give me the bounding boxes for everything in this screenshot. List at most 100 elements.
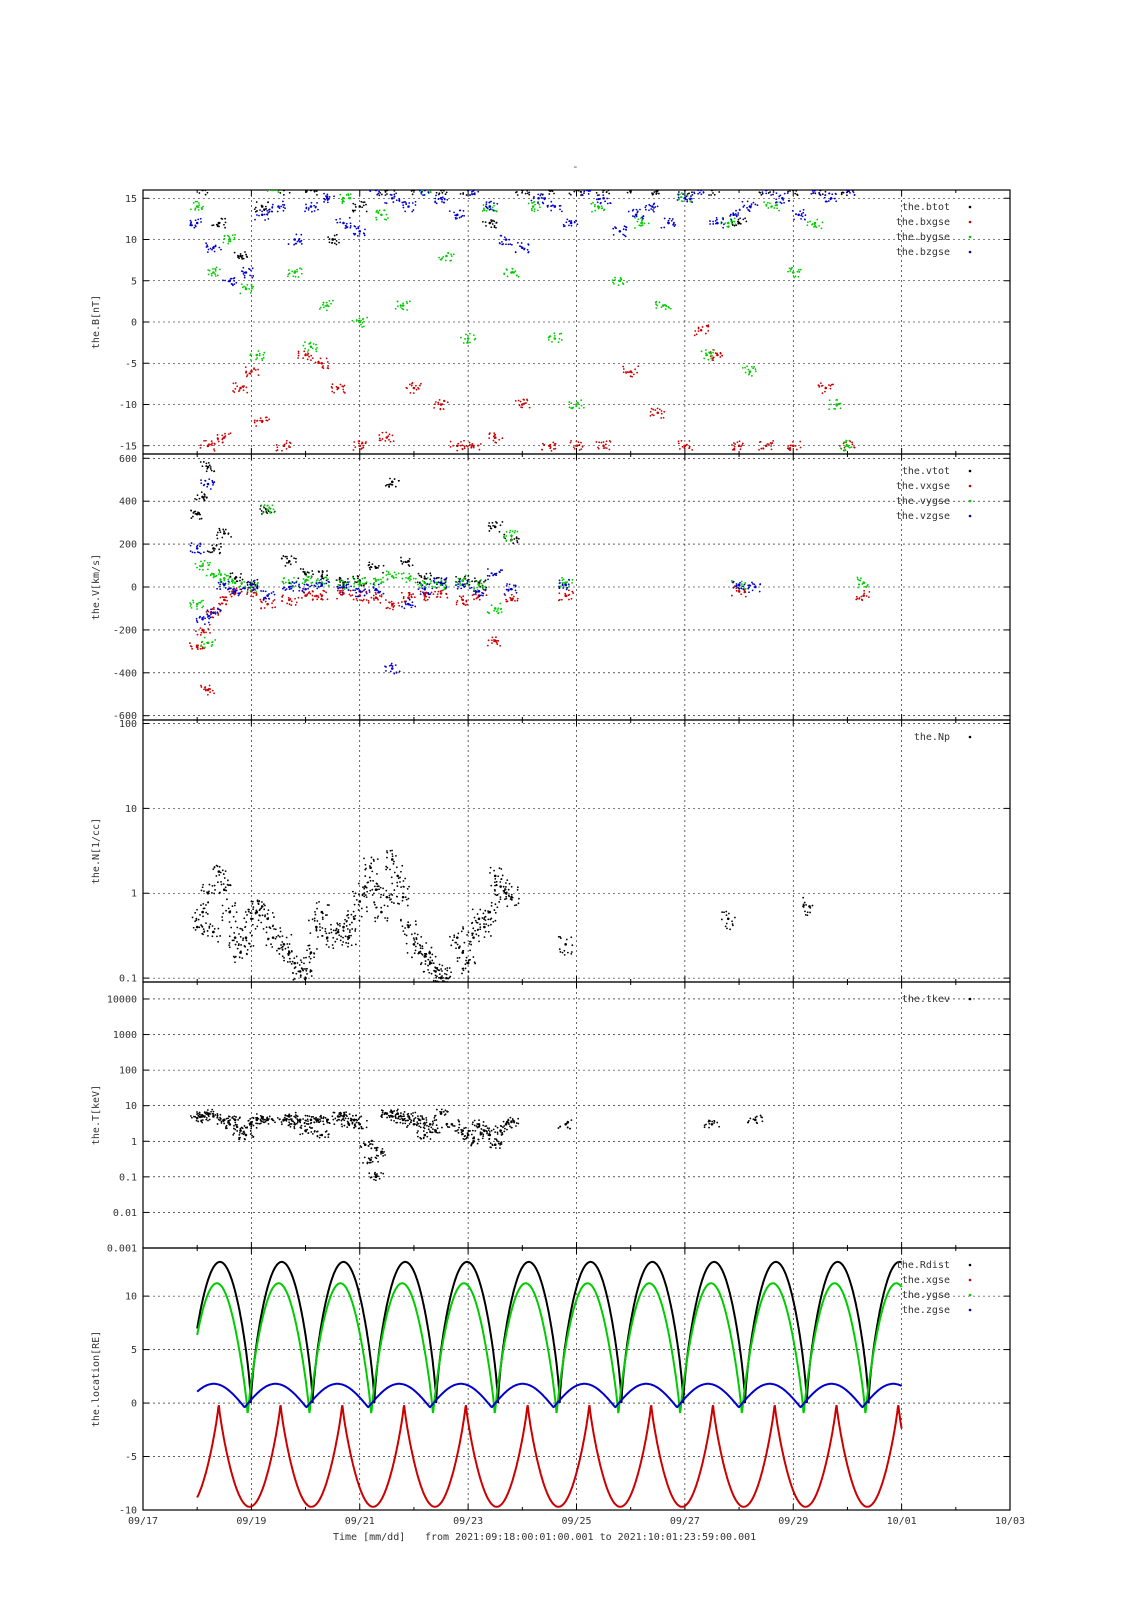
data-point [855,595,858,598]
data-point [268,1115,271,1118]
data-point [493,220,496,223]
data-point [208,927,211,929]
data-point [205,1111,208,1114]
data-point [606,202,609,205]
data-point [374,577,377,580]
data-point [326,1121,329,1124]
data-point [794,444,797,447]
data-point [421,184,423,186]
data-point [827,200,830,202]
data-point [424,963,427,965]
data-point [416,942,419,945]
data-point [721,911,724,914]
data-point [389,868,391,871]
data-point [775,201,778,204]
data-point [228,587,230,590]
data-point [271,504,274,507]
data-point [487,918,490,921]
data-point [298,1120,301,1123]
data-point [470,586,473,589]
data-point [438,398,441,401]
data-point [205,465,208,467]
data-point [190,542,193,544]
data-point [700,350,703,353]
data-point [729,928,731,931]
data-point [725,914,728,917]
data-point [213,927,216,930]
data-point [214,611,217,614]
data-point [815,185,817,187]
data-point [314,913,317,916]
data-point [334,940,337,943]
data-point [219,603,222,606]
legend-marker [968,250,972,254]
data-point [272,508,275,511]
data-point [363,885,367,888]
data-point [735,215,738,218]
data-point [740,583,743,585]
data-point [265,944,268,947]
data-point [314,911,316,913]
data-point [489,525,492,528]
data-point [510,597,512,600]
data-point [249,291,252,294]
data-point [287,273,290,276]
data-point [469,443,471,446]
data-point [362,584,365,587]
data-point [254,584,257,586]
data-point [517,399,520,402]
data-point [412,937,415,940]
data-point [414,204,417,206]
data-point [212,1114,215,1117]
data-point [813,190,816,192]
data-point [399,306,402,308]
data-point [851,443,854,446]
data-point [371,870,374,873]
data-point [737,214,739,216]
data-point [370,566,373,569]
data-point [578,449,581,451]
data-point [246,948,249,951]
data-point [811,223,813,226]
data-point [287,596,290,599]
data-point [263,213,266,216]
data-point [262,598,265,601]
data-point [834,192,837,195]
data-point [420,585,423,588]
data-point [496,202,499,205]
data-point [467,574,470,577]
data-point [219,1116,221,1119]
data-point [442,187,444,189]
data-point [256,1116,259,1119]
data-point [561,583,564,586]
data-point [260,907,263,910]
data-point [794,275,797,278]
data-point [337,923,339,926]
data-point [268,926,271,929]
data-point [372,892,375,895]
data-point [344,918,347,921]
data-point [219,871,222,874]
data-point [806,224,809,227]
data-point [194,920,197,923]
data-point [744,582,747,584]
data-point [389,440,392,443]
data-point [490,604,493,607]
data-point [716,222,719,225]
data-point [213,250,216,253]
data-point [303,591,305,594]
data-point [521,403,524,406]
data-point [261,901,263,903]
data-point [285,185,287,187]
data-point [363,232,366,235]
data-point [560,332,563,335]
data-point [488,208,491,211]
data-point [493,202,495,205]
figure-title: - [572,160,579,173]
data-point [741,200,744,203]
data-point [512,542,515,545]
data-point [423,597,426,599]
data-point [189,219,192,222]
data-point [362,318,364,321]
data-point [363,594,366,597]
